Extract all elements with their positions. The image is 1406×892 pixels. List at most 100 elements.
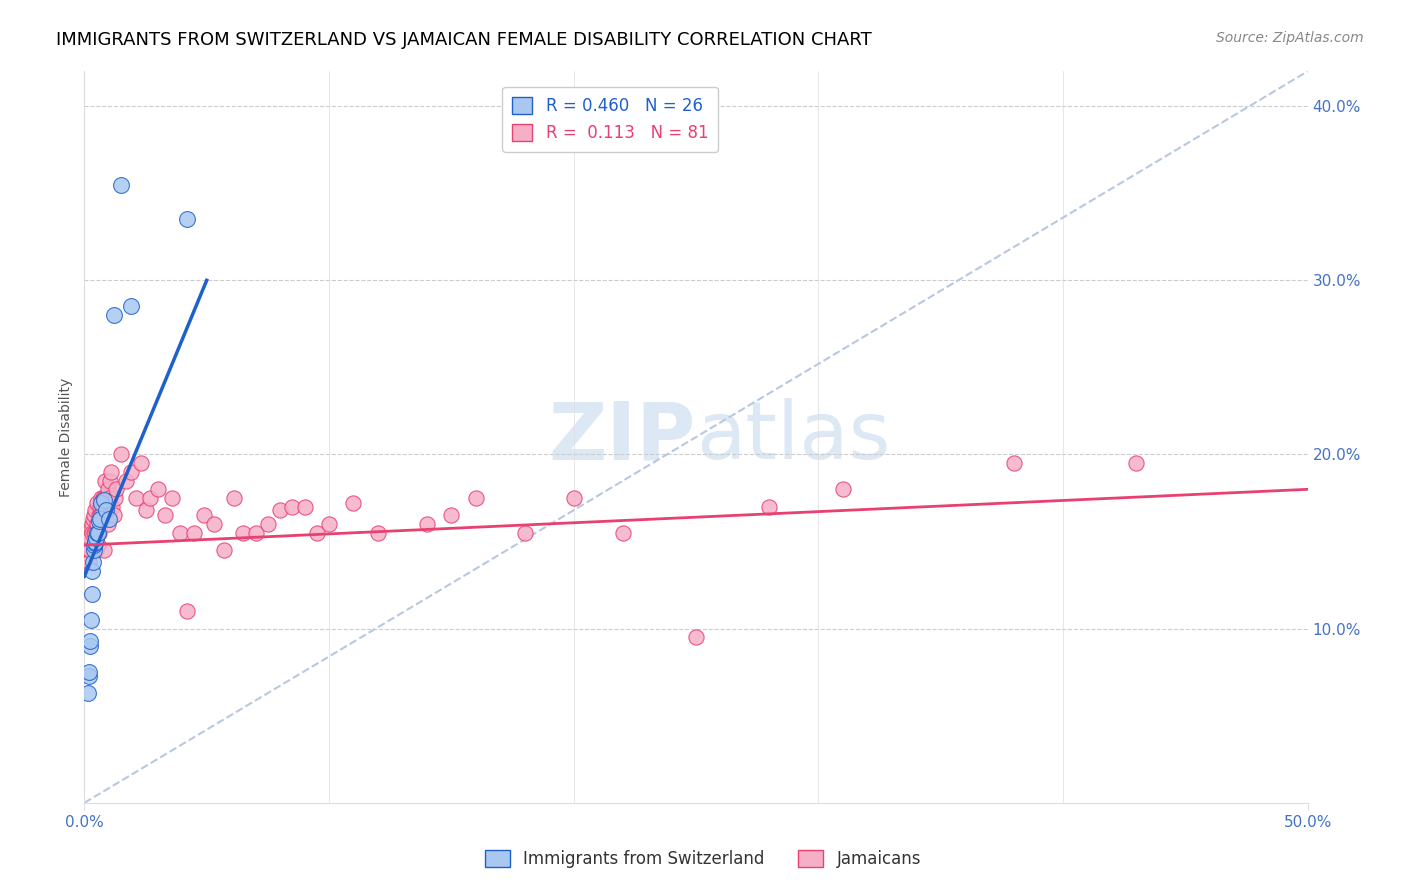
Point	[89, 508, 111, 523]
Point	[105, 483, 128, 497]
Point	[294, 500, 316, 514]
Point	[87, 508, 110, 523]
Point	[269, 503, 291, 517]
Point	[84, 534, 107, 549]
Point	[80, 517, 103, 532]
Point	[120, 465, 142, 479]
Point	[212, 543, 235, 558]
Point	[80, 587, 103, 601]
Point	[79, 639, 101, 653]
Point	[83, 543, 105, 558]
Point	[93, 492, 115, 507]
Point	[84, 503, 107, 517]
Point	[318, 517, 340, 532]
Point	[77, 668, 100, 682]
Point	[82, 564, 104, 578]
Point	[86, 525, 108, 540]
Point	[612, 525, 634, 540]
Point	[97, 483, 120, 497]
Point	[91, 503, 114, 517]
Point	[89, 500, 111, 514]
Legend: Immigrants from Switzerland, Jamaicans: Immigrants from Switzerland, Jamaicans	[478, 843, 928, 875]
Legend: R = 0.460   N = 26, R =  0.113   N = 81: R = 0.460 N = 26, R = 0.113 N = 81	[502, 87, 718, 152]
Point	[183, 525, 205, 540]
Point	[87, 525, 110, 540]
Point	[94, 503, 117, 517]
Point	[100, 465, 122, 479]
Point	[90, 508, 112, 523]
Point	[464, 491, 486, 505]
Point	[416, 517, 439, 532]
Point	[96, 491, 118, 505]
Point	[110, 178, 132, 192]
Point	[79, 633, 101, 648]
Point	[90, 496, 112, 510]
Point	[97, 517, 120, 532]
Point	[103, 308, 125, 322]
Point	[93, 491, 115, 505]
Point	[76, 552, 98, 566]
Point	[305, 525, 328, 540]
Point	[232, 525, 254, 540]
Point	[80, 613, 103, 627]
Point	[80, 521, 103, 535]
Point	[202, 517, 225, 532]
Point	[162, 491, 184, 505]
Point	[125, 491, 148, 505]
Point	[176, 604, 198, 618]
Point	[831, 483, 853, 497]
Text: atlas: atlas	[696, 398, 890, 476]
Point	[281, 500, 304, 514]
Point	[342, 496, 364, 510]
Point	[94, 474, 117, 488]
Point	[89, 512, 111, 526]
Point	[115, 474, 138, 488]
Point	[83, 538, 105, 552]
Point	[77, 665, 100, 680]
Point	[685, 631, 707, 645]
Text: IMMIGRANTS FROM SWITZERLAND VS JAMAICAN FEMALE DISABILITY CORRELATION CHART: IMMIGRANTS FROM SWITZERLAND VS JAMAICAN …	[56, 31, 872, 49]
Point	[87, 514, 110, 528]
Point	[93, 543, 115, 558]
Point	[83, 536, 105, 550]
Point	[513, 525, 536, 540]
Point	[87, 538, 110, 552]
Point	[77, 686, 100, 700]
Point	[101, 500, 124, 514]
Point	[169, 525, 191, 540]
Point	[93, 491, 115, 505]
Point	[257, 517, 280, 532]
Text: Source: ZipAtlas.com: Source: ZipAtlas.com	[1216, 31, 1364, 45]
Point	[176, 212, 198, 227]
Point	[103, 508, 125, 523]
Point	[96, 508, 118, 523]
Point	[77, 538, 100, 552]
Y-axis label: Female Disability: Female Disability	[59, 377, 73, 497]
Point	[79, 543, 101, 558]
Point	[758, 500, 780, 514]
Point	[135, 503, 157, 517]
Point	[86, 496, 108, 510]
Point	[110, 448, 132, 462]
Point	[76, 538, 98, 552]
Point	[97, 491, 120, 505]
Point	[77, 543, 100, 558]
Point	[82, 556, 104, 570]
Point	[1002, 456, 1025, 470]
Point	[82, 525, 104, 540]
Point	[83, 508, 105, 523]
Point	[139, 491, 162, 505]
Point	[79, 531, 101, 545]
Point	[193, 508, 215, 523]
Point	[90, 491, 112, 505]
Point	[440, 508, 463, 523]
Point	[83, 525, 105, 540]
Point	[84, 543, 107, 558]
Point	[98, 474, 121, 488]
Point	[83, 525, 105, 540]
Point	[1125, 456, 1147, 470]
Point	[97, 512, 120, 526]
Point	[562, 491, 585, 505]
Point	[120, 300, 142, 314]
Point	[153, 508, 176, 523]
